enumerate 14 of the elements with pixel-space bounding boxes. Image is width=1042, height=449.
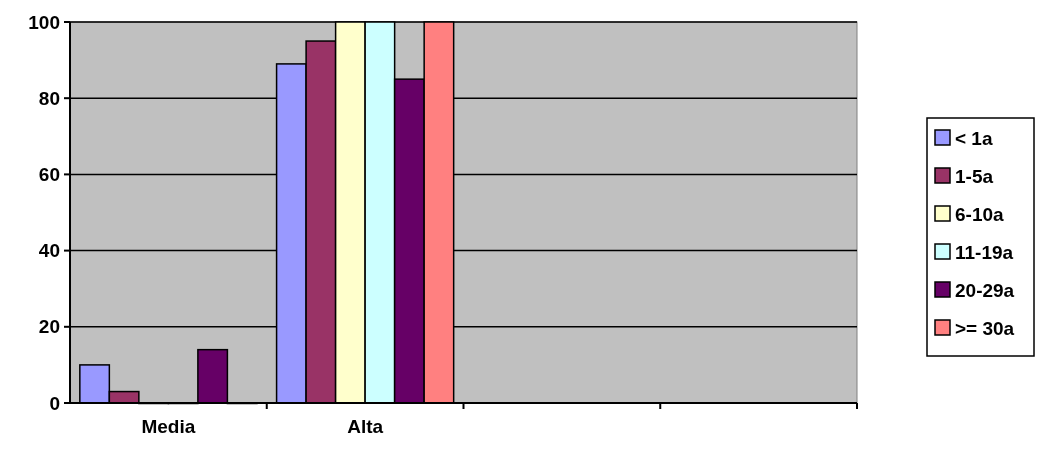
x-tick-label: Media	[141, 416, 196, 437]
y-tick-label: 0	[49, 392, 60, 414]
legend-label: >= 30a	[955, 317, 1015, 339]
legend-label: 6-10a	[955, 203, 1005, 225]
x-tick-label: Alta	[347, 416, 384, 437]
legend-label: 11-19a	[955, 241, 1014, 263]
y-tick-label: 60	[38, 164, 60, 186]
legend-label: 20-29a	[955, 279, 1015, 301]
y-tick-label: 20	[38, 316, 60, 338]
y-tick-label: 100	[28, 11, 60, 33]
y-tick-label: 80	[38, 87, 60, 109]
legend-label: < 1a	[955, 127, 993, 149]
y-tick-label: 40	[38, 240, 60, 262]
legend-label: 1-5a	[955, 165, 994, 187]
